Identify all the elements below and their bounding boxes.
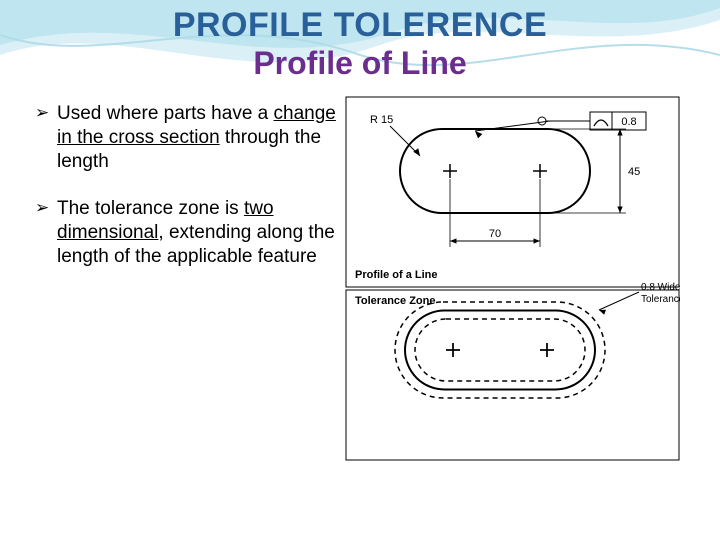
figure-svg: 0.8 R 15 70 45 Profile of a Line Tolerance Zo…: [345, 96, 680, 476]
bullet-text-prefix: Used where parts have a: [57, 103, 274, 124]
svg-text:R 15: R 15: [370, 114, 393, 126]
title-block: PROFILE TOLERENCE Profile of Line: [0, 0, 720, 82]
bullet-text-prefix: The tolerance zone is: [57, 198, 244, 219]
title-line-1: PROFILE TOLERENCE: [0, 6, 720, 45]
title-line-2: Profile of Line: [0, 45, 720, 82]
svg-text:0.8: 0.8: [621, 116, 636, 128]
bullet-item: Used where parts have a change in the cr…: [35, 102, 345, 173]
bullet-list: Used where parts have a change in the cr…: [0, 92, 345, 476]
svg-text:70: 70: [489, 228, 501, 240]
svg-text:Profile of a Line: Profile of a Line: [355, 269, 438, 281]
svg-text:45: 45: [628, 166, 640, 178]
svg-text:Tolerance Zone: Tolerance Zone: [355, 295, 435, 307]
svg-text:Tolerance Zone: Tolerance Zone: [641, 294, 680, 305]
bullet-item: The tolerance zone is two dimensional, e…: [35, 197, 345, 268]
figure-panel: 0.8 R 15 70 45 Profile of a Line Tolerance Zo…: [345, 92, 680, 476]
svg-text:0.8 Wide: 0.8 Wide: [641, 282, 680, 293]
